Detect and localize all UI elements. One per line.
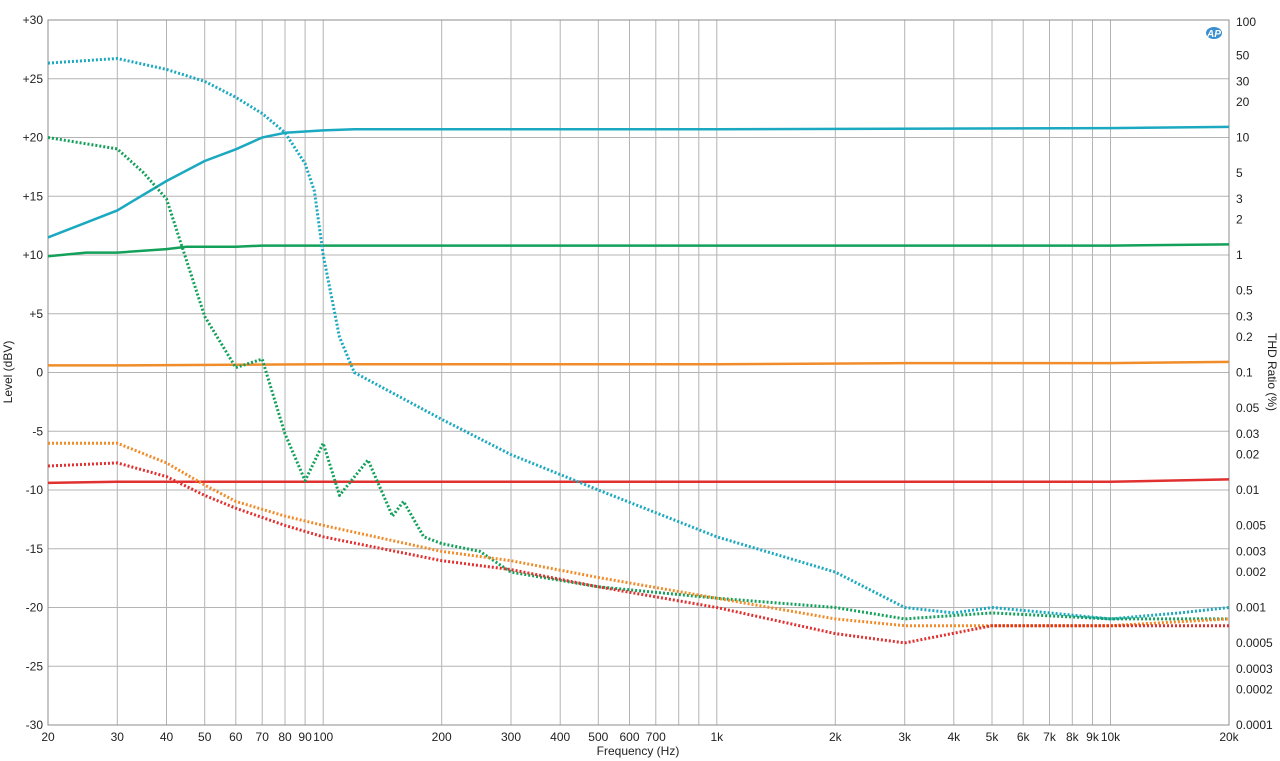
series-line-6 bbox=[47, 136, 1229, 621]
x-tick-label: 500 bbox=[588, 730, 608, 744]
y2-tick-label: 2 bbox=[1236, 213, 1243, 227]
y2-tick-label: 0.0002 bbox=[1236, 683, 1273, 697]
x-tick-label: 40 bbox=[160, 730, 174, 744]
series-line-8 bbox=[47, 461, 1229, 645]
series-line-1 bbox=[47, 125, 1230, 239]
y2-tick-label: 0.02 bbox=[1236, 448, 1260, 462]
y-tick-label: +5 bbox=[29, 307, 43, 321]
x-tick-label: 60 bbox=[229, 730, 243, 744]
y2-tick-label: 0.0005 bbox=[1236, 636, 1273, 650]
y-tick-label: 0 bbox=[36, 366, 43, 380]
x-tick-label: 100 bbox=[313, 730, 333, 744]
y-tick-label: -15 bbox=[26, 542, 44, 556]
x-tick-label: 300 bbox=[501, 730, 521, 744]
y2-tick-label: 0.03 bbox=[1236, 427, 1260, 441]
x-tick-label: 30 bbox=[111, 730, 125, 744]
y-tick-label: -30 bbox=[26, 718, 44, 732]
y-tick-label: +30 bbox=[23, 13, 44, 27]
y2-tick-label: 0.3 bbox=[1236, 309, 1253, 323]
y-tick-label: -20 bbox=[26, 601, 44, 615]
series-line-7 bbox=[48, 441, 1230, 628]
y-axis-title: Level (dBV) bbox=[1, 341, 15, 404]
x-tick-label: 700 bbox=[646, 730, 666, 744]
ap-logo-text: AP bbox=[1206, 29, 1221, 40]
y-tick-label: +10 bbox=[23, 248, 44, 262]
y-tick-label: -5 bbox=[32, 424, 43, 438]
y2-tick-label: 100 bbox=[1236, 15, 1256, 29]
series-line-2 bbox=[47, 243, 1230, 258]
y2-tick-label: 0.2 bbox=[1236, 330, 1253, 344]
x-tick-label: 6k bbox=[1017, 730, 1031, 744]
y2-tick-label: 0.05 bbox=[1236, 401, 1260, 415]
plot-frame bbox=[47, 19, 1230, 726]
x-tick-label: 1k bbox=[710, 730, 724, 744]
series-line-4 bbox=[47, 478, 1230, 485]
x-tick-label: 90 bbox=[298, 730, 312, 744]
series-line-3 bbox=[48, 360, 1230, 367]
y2-tick-label: 0.0003 bbox=[1236, 662, 1273, 676]
y2-tick-label: 0.003 bbox=[1236, 544, 1266, 558]
y2-tick-label: 5 bbox=[1236, 166, 1243, 180]
y-tick-label: +20 bbox=[23, 131, 44, 145]
y2-tick-label: 20 bbox=[1236, 95, 1250, 109]
x-tick-label: 3k bbox=[898, 730, 912, 744]
x-tick-label: 4k bbox=[947, 730, 961, 744]
x-tick-label: 20k bbox=[1219, 730, 1239, 744]
y-grid bbox=[48, 19, 1229, 726]
x-tick-label: 8k bbox=[1066, 730, 1080, 744]
ap-logo: AP bbox=[1206, 27, 1222, 40]
y2-tick-label: 1 bbox=[1236, 248, 1243, 262]
y2-tick-label: 0.001 bbox=[1236, 601, 1266, 615]
series-layer bbox=[47, 57, 1230, 645]
x-tick-label: 20 bbox=[41, 730, 55, 744]
y2-tick-label: 0.0001 bbox=[1236, 718, 1273, 732]
y2-tick-label: 30 bbox=[1236, 74, 1250, 88]
y2-tick-label: 0.01 bbox=[1236, 483, 1260, 497]
x-tick-label: 5k bbox=[986, 730, 1000, 744]
x-tick-label: 7k bbox=[1043, 730, 1057, 744]
y2-tick-labels: 100 50 30 20 10 5 3 2 1 0.5 0.3 0.2 0.1 0.05 0.03 0.02 0… bbox=[1236, 15, 1273, 732]
x-tick-label: 10k bbox=[1101, 730, 1121, 744]
y2-tick-label: 0.002 bbox=[1236, 565, 1266, 579]
y-tick-labels: +30 +25 +20 +15 +10 +5 0 -5 -10 -15 -20 -25 -30 bbox=[23, 13, 44, 732]
x-tick-label: 50 bbox=[198, 730, 212, 744]
y-tick-label: +15 bbox=[23, 189, 44, 203]
y2-axis-title: THD Ratio (%) bbox=[1265, 333, 1279, 411]
x-tick-label: 9k bbox=[1086, 730, 1100, 744]
x-tick-label: 200 bbox=[432, 730, 452, 744]
x-tick-label: 400 bbox=[550, 730, 570, 744]
x-axis-title: Frequency (Hz) bbox=[597, 744, 680, 758]
y2-tick-label: 10 bbox=[1236, 131, 1250, 145]
y-tick-label: +25 bbox=[23, 72, 44, 86]
y2-tick-label: 0.1 bbox=[1236, 366, 1253, 380]
x-tick-label: 600 bbox=[619, 730, 639, 744]
x-tick-labels: 20 30 40 50 60 70 80 90 100 200 300 400 500 600 700 1k 2… bbox=[41, 730, 1239, 744]
y2-tick-label: 3 bbox=[1236, 192, 1243, 206]
y-tick-label: -10 bbox=[26, 483, 44, 497]
y2-tick-label: 50 bbox=[1236, 48, 1250, 62]
y-tick-label: -25 bbox=[26, 659, 44, 673]
y2-tick-label: 0.005 bbox=[1236, 518, 1266, 532]
x-tick-label: 80 bbox=[278, 730, 292, 744]
y2-tick-label: 0.5 bbox=[1236, 283, 1253, 297]
x-tick-label: 70 bbox=[256, 730, 270, 744]
x-tick-label: 2k bbox=[829, 730, 843, 744]
series-line-5 bbox=[47, 57, 1230, 621]
